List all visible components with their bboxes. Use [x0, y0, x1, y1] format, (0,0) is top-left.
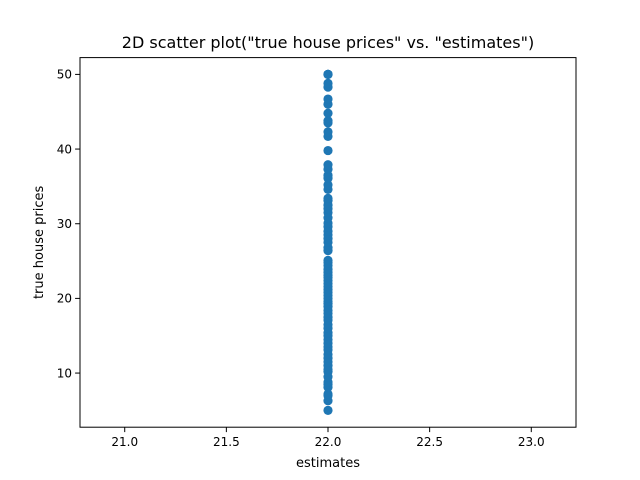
y-tick-label: 10 — [57, 366, 72, 380]
scatter-point — [323, 78, 333, 88]
y-tick-label: 20 — [57, 292, 72, 306]
y-tick-label: 30 — [57, 217, 72, 231]
scatter-point — [323, 116, 333, 126]
x-axis-label: estimates — [296, 456, 360, 471]
scatter-point — [323, 180, 333, 190]
x-tick-label: 21.5 — [213, 435, 240, 449]
scatter-point — [323, 405, 333, 415]
x-tick-label: 21.0 — [111, 435, 138, 449]
chart-title: 2D scatter plot("true house prices" vs. … — [122, 33, 534, 52]
scatter-point — [323, 389, 333, 399]
scatter-point — [323, 160, 333, 170]
y-axis-ticks: 10 20 30 40 50 — [57, 68, 80, 380]
scatter-point — [323, 145, 333, 156]
scatter-point — [323, 193, 333, 203]
x-tick-label: 22.5 — [416, 435, 443, 449]
scatter-point — [323, 69, 333, 79]
scatter-point — [323, 108, 333, 118]
scatter-point — [323, 94, 333, 104]
y-tick-label: 50 — [57, 68, 72, 82]
scatter-points — [323, 69, 333, 415]
x-axis-ticks: 21.0 21.5 22.0 22.5 23.0 — [111, 427, 545, 449]
scatter-point — [323, 255, 333, 265]
y-axis-label: true house prices — [32, 186, 47, 300]
x-tick-label: 23.0 — [518, 435, 545, 449]
scatter-point — [323, 127, 333, 137]
y-tick-label: 40 — [57, 142, 72, 156]
x-tick-label: 22.0 — [315, 435, 342, 449]
